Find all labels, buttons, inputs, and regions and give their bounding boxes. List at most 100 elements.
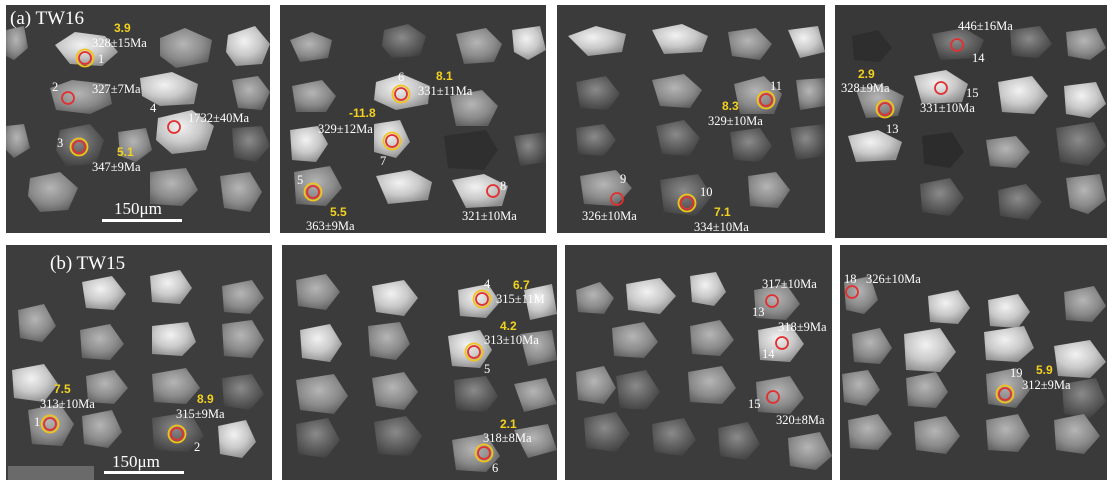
zircon-grain	[1066, 174, 1106, 214]
zircon-grain	[444, 130, 498, 170]
analysis-spots	[40, 38, 1015, 463]
scale-bar-label: 150μm	[114, 199, 162, 218]
zircon-grain	[222, 374, 264, 410]
zircon-grain	[688, 366, 736, 404]
ehf-value: -11.8	[349, 106, 376, 120]
zircon-grain	[514, 424, 557, 458]
spot-number: 10	[700, 185, 713, 199]
panel-b2-grains	[296, 274, 557, 472]
zircon-grain	[998, 184, 1042, 220]
hf-spot-ring	[69, 137, 89, 157]
zircon-grain	[152, 412, 204, 452]
zircon-grain	[1066, 28, 1106, 60]
hf-spot-ring	[677, 193, 697, 213]
ehf-value: 6.7	[513, 278, 530, 292]
analysis-spot-ring	[759, 93, 773, 107]
zircon-grain	[584, 412, 630, 452]
hf-spot-ring	[464, 342, 484, 362]
zircon-grain	[28, 404, 74, 446]
zircon-grain	[758, 324, 804, 362]
spot-number: 14	[762, 347, 775, 361]
zircon-grain	[568, 26, 626, 56]
age-label: 328±9Ma	[841, 81, 890, 95]
zircon-grain	[372, 280, 418, 316]
ehf-value: 5.5	[330, 205, 347, 219]
age-label: 318±9Ma	[778, 320, 827, 334]
age-label: 363±9Ma	[306, 219, 355, 233]
zircon-grain	[220, 172, 262, 212]
spot-annotations: 3.9 328±15Ma 1 2 327±7Ma 3 5.1 347±9Ma 4…	[34, 19, 1071, 475]
spot-number: 1	[98, 52, 104, 66]
zircon-grain	[848, 130, 902, 162]
analysis-spot-ring	[765, 294, 779, 308]
zircon-grain	[1062, 378, 1106, 418]
age-label: 327±7Ma	[92, 82, 141, 96]
panel-a3-grains	[568, 24, 825, 216]
age-label: 326±10Ma	[582, 209, 637, 223]
ehf-value: 7.1	[714, 205, 731, 219]
analysis-spot-ring	[72, 140, 86, 154]
ehf-value: 2.1	[500, 417, 517, 431]
zircon-grain	[756, 376, 804, 414]
spot-number: 9	[620, 172, 626, 186]
zircon-grain	[576, 366, 616, 404]
zircon-grain	[842, 370, 880, 406]
zircon-grain	[986, 136, 1030, 168]
spot-number: 4	[484, 277, 491, 291]
zircon-grain	[450, 90, 498, 126]
age-label: 313±10Ma	[484, 333, 539, 347]
spot-number: 15	[748, 397, 761, 411]
zircon-grain	[788, 26, 825, 58]
ehf-value: 5.9	[1036, 363, 1053, 377]
zircon-grain	[296, 374, 348, 414]
zircon-grain	[576, 282, 614, 314]
zircon-grain	[852, 30, 892, 62]
zircon-grain	[652, 418, 696, 456]
spot-number: 5	[484, 362, 490, 376]
zircon-grain	[790, 124, 825, 160]
spot-number: 8	[500, 179, 506, 193]
zircon-grain	[382, 24, 426, 58]
analysis-spot-ring	[78, 51, 92, 65]
spot-number: 13	[752, 305, 765, 319]
zircon-grain	[906, 372, 948, 408]
spot-number: 6	[492, 461, 498, 475]
analysis-spot-ring	[394, 87, 408, 101]
scale-bar-background	[8, 466, 94, 480]
age-label: 315±11M	[496, 292, 545, 306]
zircon-grain	[372, 372, 418, 410]
zircon-grain	[576, 124, 616, 156]
spot-number: 14	[972, 51, 985, 65]
analysis-spot-ring	[43, 417, 57, 431]
spot-number: 1	[34, 415, 40, 429]
zircon-grain	[290, 32, 332, 62]
spot-number: 3	[57, 136, 63, 150]
spot-number: 13	[886, 122, 899, 136]
zircon-grain	[728, 28, 772, 60]
panel-a1-grains	[6, 26, 270, 212]
analysis-spot-ring	[680, 196, 694, 210]
zircon-grain	[852, 328, 892, 364]
zircon-grain	[226, 26, 270, 66]
spot-number: 7	[380, 154, 386, 168]
zircon-grain	[456, 28, 502, 64]
analysis-spot-ring	[610, 192, 624, 206]
analysis-spot-ring	[766, 390, 780, 404]
zircon-grain	[656, 120, 700, 156]
analysis-spot-ring	[950, 38, 964, 52]
zircon-grain	[612, 322, 658, 358]
age-label: 328±15Ma	[92, 36, 147, 50]
analysis-spot-ring	[170, 427, 184, 441]
zircon-grain	[140, 72, 198, 106]
zircon-grain	[616, 370, 660, 410]
zircon-grain	[626, 278, 676, 314]
hf-spot-ring	[391, 84, 411, 104]
zircon-grain	[18, 304, 56, 342]
hf-spot-ring	[303, 182, 323, 202]
hf-spot-ring	[995, 384, 1015, 404]
spot-number: 5	[297, 173, 303, 187]
zircon-grain	[50, 80, 112, 114]
panel-b1-grains	[8, 270, 264, 480]
zircon-grain	[848, 414, 892, 450]
